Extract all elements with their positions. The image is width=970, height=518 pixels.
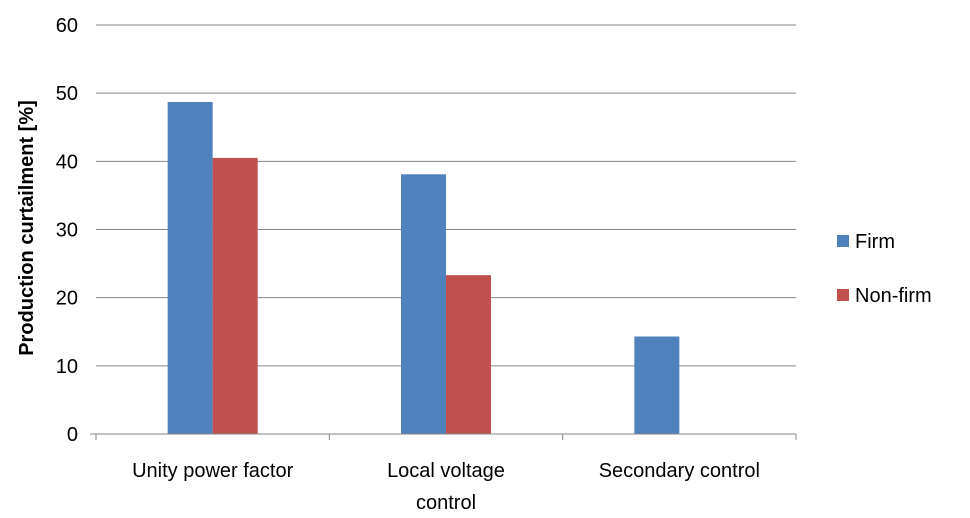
x-category-label: Secondary control — [599, 460, 760, 482]
y-axis-title: Production curtailment [%] — [16, 100, 38, 356]
y-tick-label: 50 — [56, 83, 78, 105]
legend: Firm Non-firm — [837, 231, 932, 307]
legend-swatch — [837, 235, 849, 247]
legend-label: Non-firm — [855, 285, 932, 307]
y-tick-label: 20 — [56, 288, 78, 310]
x-axis — [90, 433, 797, 440]
bar-firm-0 — [167, 102, 213, 435]
y-tick-label: 40 — [56, 151, 78, 173]
bar-firm-2 — [634, 336, 680, 434]
x-axis-category-labels: Unity power factor Local voltage control Se… — [132, 460, 760, 514]
legend-label: Firm — [855, 231, 895, 253]
bars — [167, 102, 680, 435]
x-category-label: Unity power factor — [132, 460, 294, 482]
y-axis-tick-labels: 0 10 20 30 40 50 60 — [56, 15, 78, 446]
y-tick-label: 60 — [56, 15, 78, 37]
legend-swatch — [837, 289, 849, 301]
bar-non-firm-1 — [446, 275, 491, 434]
bar-firm-1 — [401, 174, 446, 434]
y-tick-label: 0 — [67, 424, 78, 446]
bar-non-firm-0 — [212, 157, 258, 435]
x-category-label: control — [416, 492, 476, 514]
x-category-label: Local voltage — [387, 460, 505, 482]
y-tick-label: 10 — [56, 356, 78, 378]
y-tick-label: 30 — [56, 220, 78, 242]
